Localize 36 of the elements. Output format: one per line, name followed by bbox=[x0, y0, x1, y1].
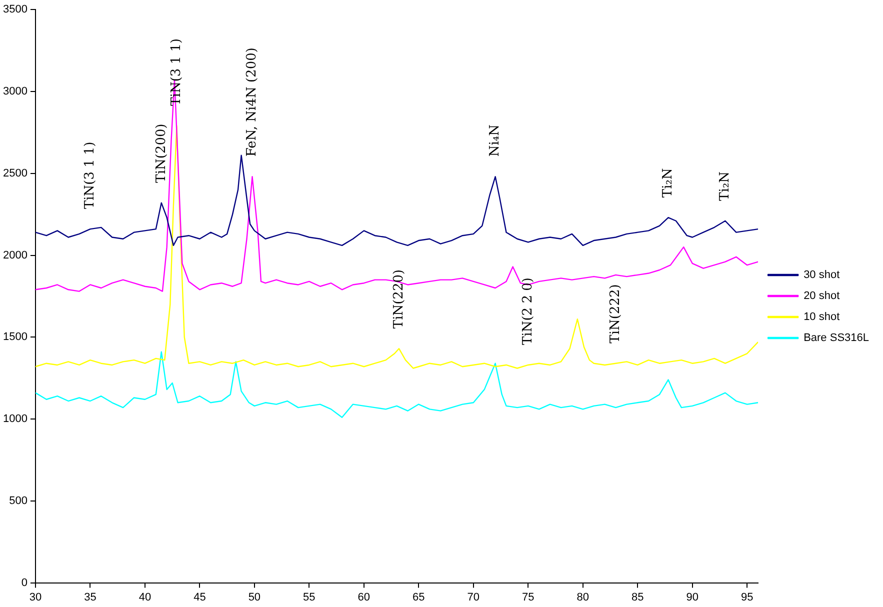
annotation: FeN, Ni4N (200) bbox=[244, 48, 260, 157]
x-tick-label: 85 bbox=[632, 591, 644, 604]
y-tick-label: 3500 bbox=[2, 4, 28, 16]
x-tick-label: 95 bbox=[740, 591, 754, 604]
annotation: Ni₄N bbox=[488, 124, 503, 157]
y-tick-label: 2000 bbox=[2, 249, 28, 262]
x-tick-label: 65 bbox=[412, 591, 425, 604]
y-tick-label: 2500 bbox=[2, 167, 28, 180]
x-tick-label: 45 bbox=[194, 591, 206, 604]
legend-label: 20 shot bbox=[804, 290, 840, 302]
x-tick-label: 50 bbox=[248, 591, 261, 604]
y-tick-label: 1500 bbox=[2, 331, 28, 344]
y-tick-label: 0 bbox=[21, 576, 28, 589]
y-tick-label: 500 bbox=[9, 494, 28, 507]
x-tick-label: 75 bbox=[522, 591, 534, 604]
annotation: TiN(222) bbox=[608, 284, 624, 344]
annotation: TiN(3 1 1) bbox=[82, 142, 98, 210]
legend-label: 30 shot bbox=[804, 269, 840, 282]
annotation: TiN(220) bbox=[391, 269, 406, 329]
annotation: Ti₂N bbox=[718, 171, 733, 201]
legend-label: Bare SS316L bbox=[804, 332, 869, 344]
annotation: TiN(3 1 1) bbox=[169, 38, 184, 106]
legend-label: 10 shot bbox=[804, 311, 840, 324]
x-tick-label: 70 bbox=[467, 591, 480, 604]
x-tick-label: 35 bbox=[84, 591, 96, 604]
y-tick-label: 3000 bbox=[2, 86, 28, 98]
y-tick-label: 1000 bbox=[2, 413, 28, 426]
annotation: Ti₂N bbox=[660, 168, 676, 198]
x-tick-label: 60 bbox=[358, 591, 370, 604]
annotation: TiN(200) bbox=[154, 124, 169, 183]
x-tick-label: 55 bbox=[303, 591, 316, 604]
x-tick-label: 80 bbox=[576, 591, 590, 604]
annotation: TiN(2 2 0) bbox=[520, 278, 536, 345]
x-tick-label: 40 bbox=[138, 591, 152, 604]
x-tick-label: 30 bbox=[29, 591, 42, 604]
x-tick-label: 90 bbox=[686, 591, 698, 604]
